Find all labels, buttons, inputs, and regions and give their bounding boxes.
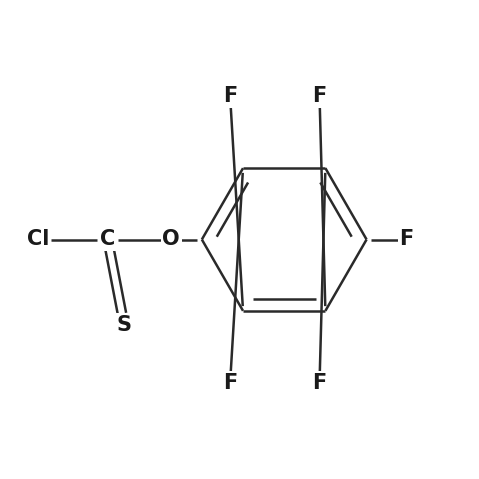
Text: S: S xyxy=(117,315,132,335)
Text: Cl: Cl xyxy=(27,229,49,250)
Text: C: C xyxy=(100,229,115,250)
Text: F: F xyxy=(223,86,237,106)
Text: F: F xyxy=(312,86,327,106)
Text: F: F xyxy=(399,229,414,250)
Text: O: O xyxy=(162,229,180,250)
Text: F: F xyxy=(223,373,237,393)
Text: F: F xyxy=(312,373,327,393)
